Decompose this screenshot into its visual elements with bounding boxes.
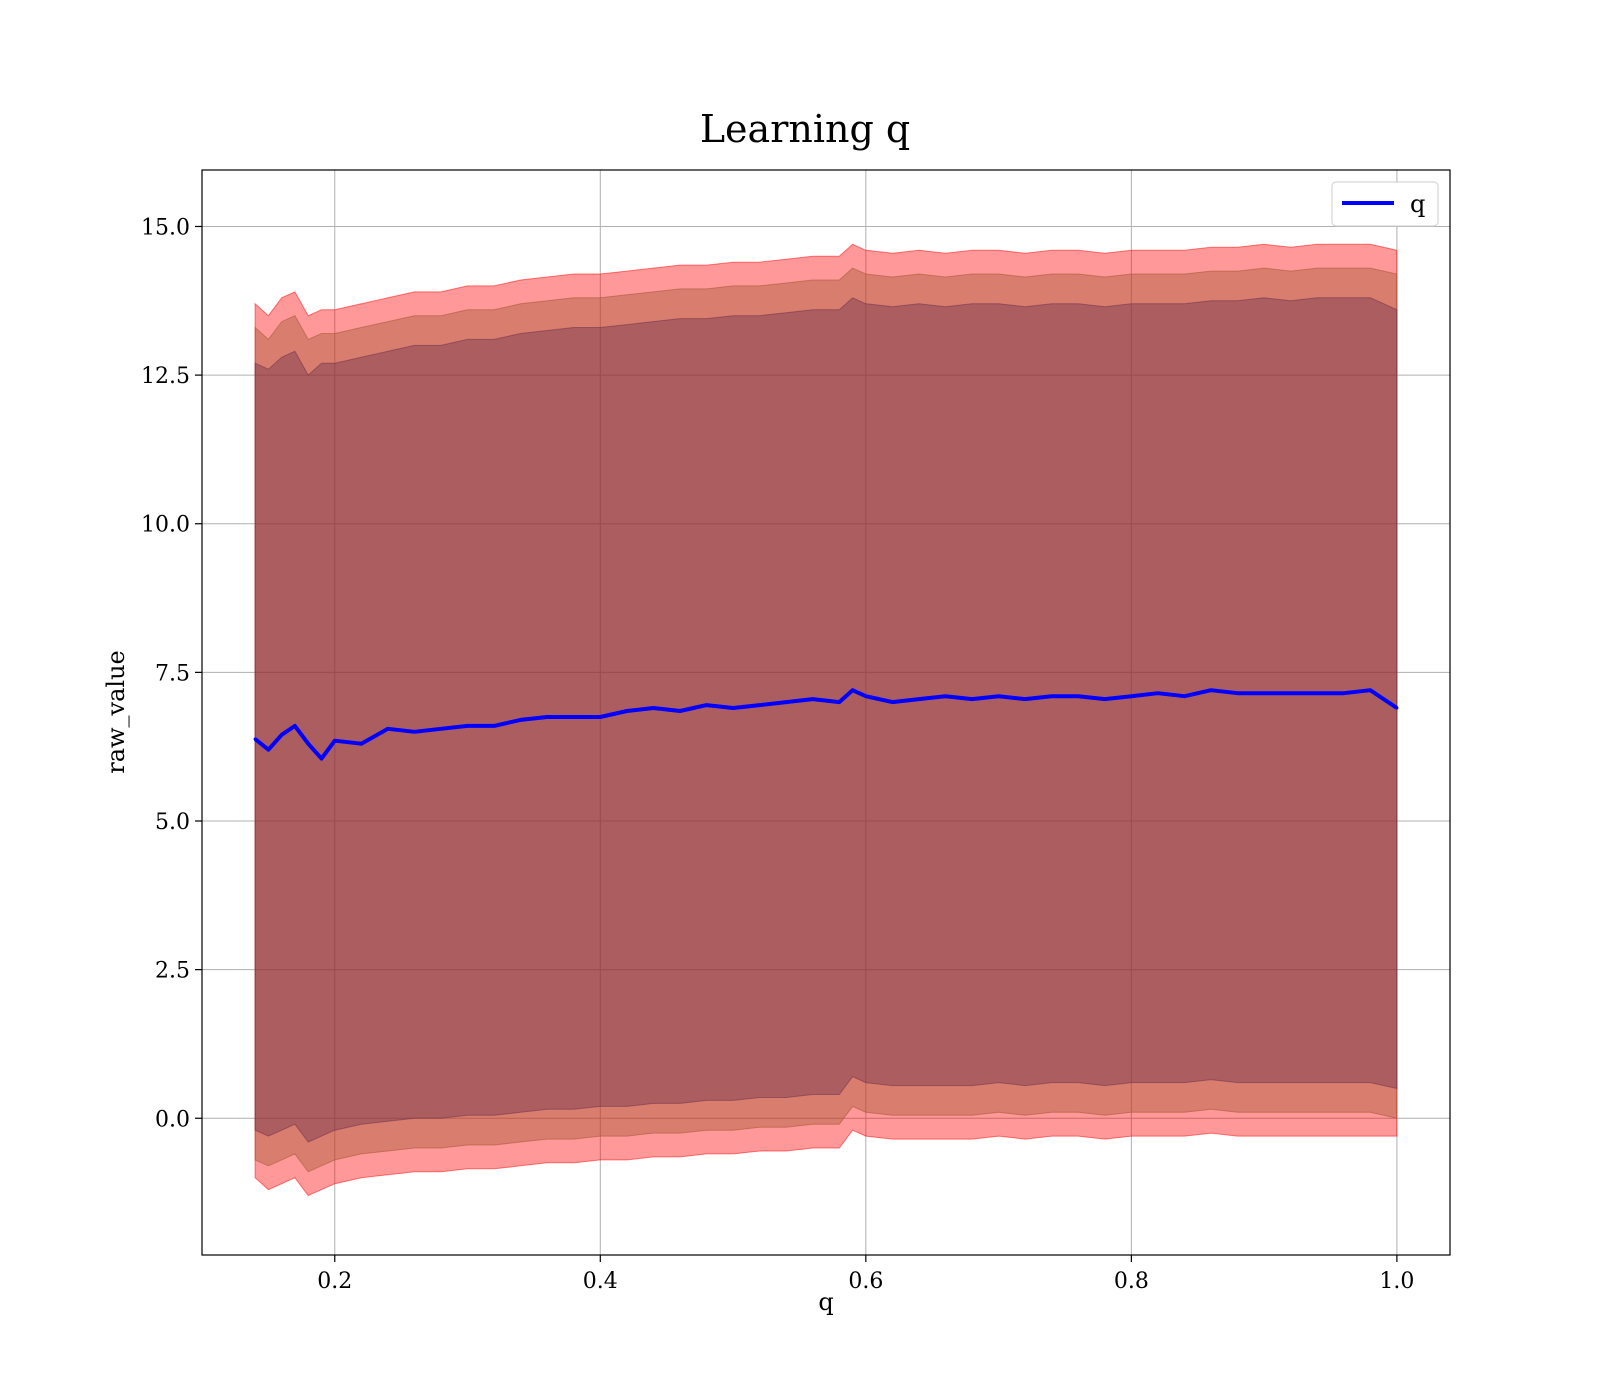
data-point: [678, 709, 682, 713]
legend-label: q: [1410, 190, 1425, 218]
data-point: [784, 700, 788, 704]
data-point: [997, 694, 1001, 698]
data-point: [545, 715, 549, 719]
y-tick-label: 0.0: [155, 1107, 190, 1132]
data-point: [1023, 697, 1027, 701]
x-tick-label: 0.8: [1114, 1269, 1149, 1294]
series-lines: [253, 688, 1399, 761]
chart-title: Learning q: [700, 107, 910, 151]
data-point: [651, 706, 655, 710]
y-tick-label: 5.0: [155, 810, 190, 835]
data-point: [320, 757, 323, 761]
data-point: [253, 737, 257, 741]
y-tick-label: 2.5: [155, 959, 190, 984]
data-point: [890, 700, 894, 704]
x-axis: 0.2 0.4 0.6 0.8 1.0: [317, 1255, 1414, 1294]
plot-area: [202, 170, 1450, 1255]
data-point: [970, 697, 974, 701]
data-point: [466, 724, 469, 728]
data-point: [1076, 694, 1080, 698]
series-line-0: [253, 688, 1399, 761]
data-point: [333, 739, 337, 743]
data-point: [917, 697, 921, 701]
data-point: [758, 703, 762, 707]
y-tick-label: 12.5: [141, 364, 190, 389]
x-tick-label: 0.6: [848, 1269, 883, 1294]
data-point: [1342, 691, 1346, 695]
data-point: [439, 727, 443, 731]
data-point: [1236, 691, 1240, 695]
x-tick-label: 0.4: [583, 1269, 618, 1294]
data-point: [1050, 694, 1054, 698]
data-point: [1262, 691, 1266, 695]
confidence-bands: [254, 243, 1398, 1197]
data-point: [864, 694, 868, 698]
data-point: [412, 730, 416, 734]
data-point: [280, 733, 284, 737]
data-point: [811, 697, 815, 701]
confidence-band-0: [254, 243, 1398, 1197]
data-point: [386, 727, 390, 731]
confidence-band-2: [254, 297, 1398, 1143]
data-point: [519, 718, 523, 722]
data-point: [625, 709, 629, 713]
x-tick-label: 1.0: [1379, 1269, 1414, 1294]
y-tick-label: 10.0: [141, 513, 190, 538]
data-point: [359, 742, 363, 746]
data-point: [731, 706, 735, 710]
data-point: [1156, 691, 1160, 695]
data-point: [944, 694, 947, 698]
y-axis-label: raw_value: [102, 650, 130, 774]
y-axis: 0.0 2.5 5.0 7.5 10.0 12.5 15.0: [141, 215, 202, 1132]
confidence-band-1: [254, 267, 1398, 1173]
data-point: [598, 715, 602, 719]
y-tick-label: 7.5: [155, 661, 190, 686]
data-point: [851, 688, 855, 692]
data-point: [293, 724, 297, 728]
data-point: [1395, 706, 1399, 710]
plot-frame: [201, 169, 1451, 1256]
data-point: [1129, 694, 1133, 698]
x-axis-label: q: [818, 1288, 833, 1316]
data-point: [1315, 691, 1319, 695]
x-tick-label: 0.2: [317, 1269, 352, 1294]
y-tick-label: 15.0: [141, 215, 190, 240]
data-point: [1209, 688, 1213, 692]
data-point: [266, 748, 270, 752]
data-point: [1183, 694, 1186, 698]
data-point: [705, 703, 708, 707]
data-point: [572, 715, 576, 719]
data-point: [1289, 691, 1293, 695]
data-point: [492, 724, 496, 728]
data-point: [1103, 697, 1107, 701]
data-point: [1368, 688, 1372, 692]
data-point: [306, 742, 310, 746]
legend: q: [1331, 181, 1439, 227]
data-point: [837, 700, 841, 704]
